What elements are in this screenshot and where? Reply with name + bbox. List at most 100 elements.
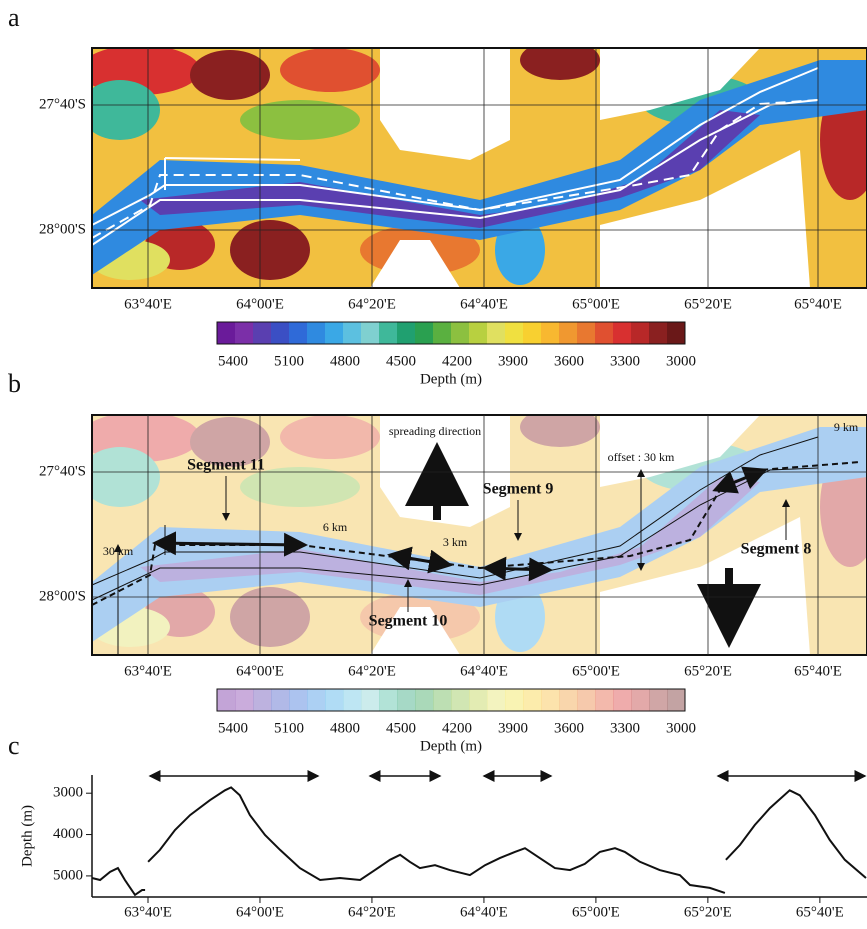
terrain xyxy=(240,100,360,140)
colorbar-cell xyxy=(433,322,452,344)
y-tick-label: 3000 xyxy=(53,785,83,801)
colorbar-cell xyxy=(253,689,272,711)
x-tick-label: 64°40'E xyxy=(460,904,508,920)
colorbar-cell xyxy=(451,689,470,711)
colorbar-cell xyxy=(379,322,398,344)
trough-deep xyxy=(140,477,760,595)
colorbar-cell xyxy=(613,322,632,344)
colorbar-cell xyxy=(379,689,398,711)
colorbar-frame xyxy=(216,688,686,712)
y-tick-label: 5000 xyxy=(53,867,83,883)
x-tick-label: 63°40'E xyxy=(124,904,172,920)
colorbar-cell xyxy=(487,322,506,344)
colorbar-cell xyxy=(343,322,362,344)
terrain xyxy=(520,48,600,80)
x-tick-label: 65°40'E xyxy=(796,904,844,920)
colorbar-label: 5100 xyxy=(274,720,304,736)
colorbar-cell xyxy=(217,322,236,344)
colorbar-cell xyxy=(631,322,650,344)
colorbar-cell xyxy=(595,322,614,344)
colorbar-cell xyxy=(307,322,326,344)
annotation: spreading direction xyxy=(389,424,481,438)
colorbar-cell xyxy=(451,322,470,344)
annotation: Segment 10 xyxy=(369,613,448,630)
no-data xyxy=(370,240,460,288)
lat-label: 27°40'S xyxy=(39,96,86,112)
colorbar-cell xyxy=(541,322,560,344)
colorbar-cell xyxy=(505,689,524,711)
lon-label: 63°40'E xyxy=(124,663,172,679)
colorbar-label: 3000 xyxy=(666,720,696,736)
colorbar-cell xyxy=(343,689,362,711)
colorbar-cell xyxy=(415,689,434,711)
colorbar-cell xyxy=(235,322,254,344)
lat-label: 27°40'S xyxy=(39,463,86,479)
colorbar-label: 5400 xyxy=(218,353,248,369)
colorbar-cell xyxy=(613,689,632,711)
trough-deep xyxy=(140,110,760,228)
segment-outline xyxy=(91,67,819,246)
colorbar-cell xyxy=(307,689,326,711)
lon-label: 64°20'E xyxy=(348,296,396,312)
terrain xyxy=(280,415,380,459)
colorbar-cell xyxy=(433,689,452,711)
colorbar-title: Depth (m) xyxy=(420,371,482,387)
terrain xyxy=(92,447,160,507)
annotation: Segment 11 xyxy=(187,457,265,474)
colorbar-cell xyxy=(559,689,578,711)
y-axis-label: Depth (m) xyxy=(19,805,35,867)
colorbar-cell xyxy=(505,322,524,344)
colorbar-cell xyxy=(289,322,308,344)
colorbar-label: 4500 xyxy=(386,353,416,369)
terrain xyxy=(240,467,360,507)
colorbar-cell xyxy=(559,322,578,344)
colorbar-label: 5400 xyxy=(218,720,248,736)
x-tick-label: 64°00'E xyxy=(236,904,284,920)
colorbar-cell xyxy=(469,322,488,344)
x-tick-label: 65°00'E xyxy=(572,904,620,920)
colorbar-cell xyxy=(271,322,290,344)
bathymetry-map xyxy=(92,415,867,655)
colorbar-label: 3300 xyxy=(610,353,640,369)
lon-label: 65°40'E xyxy=(794,663,842,679)
colorbar-cell xyxy=(271,689,290,711)
colorbar-cell xyxy=(397,322,416,344)
terrain xyxy=(495,582,545,652)
colorbar-cell xyxy=(649,689,668,711)
no-data xyxy=(380,48,510,160)
x-tick-label: 65°20'E xyxy=(684,904,732,920)
y-tick-label: 4000 xyxy=(53,826,83,842)
lat-label: 28°00'S xyxy=(39,221,86,237)
no-data xyxy=(600,48,760,120)
annotation: 30 km xyxy=(103,544,134,558)
colorbar-label: 3900 xyxy=(498,353,528,369)
x-tick-label: 64°20'E xyxy=(348,904,396,920)
terrain xyxy=(280,48,380,92)
panel-label: b xyxy=(8,369,21,398)
colorbar-cell xyxy=(631,689,650,711)
colorbar-cell xyxy=(541,689,560,711)
colorbar-cell xyxy=(289,689,308,711)
colorbar-title: Depth (m) xyxy=(420,738,482,754)
colorbar-frame xyxy=(216,321,686,345)
depth-profile xyxy=(91,786,867,897)
colorbar-label: 4200 xyxy=(442,720,472,736)
colorbar-label: 4200 xyxy=(442,353,472,369)
panel-label: a xyxy=(8,3,20,32)
trough xyxy=(92,60,867,275)
annotation: 3 km xyxy=(443,535,468,549)
terrain xyxy=(92,607,170,647)
colorbar-cell xyxy=(595,689,614,711)
colorbar-cell xyxy=(577,322,596,344)
bathymetry-map xyxy=(92,48,867,288)
terrain xyxy=(190,50,270,100)
lon-label: 65°00'E xyxy=(572,296,620,312)
colorbar-cell xyxy=(397,689,416,711)
lon-label: 65°20'E xyxy=(684,296,732,312)
terrain xyxy=(230,220,310,280)
terrain xyxy=(190,417,270,467)
no-data xyxy=(600,150,810,288)
terrain xyxy=(360,592,480,642)
annotation: 9 km xyxy=(834,420,859,434)
